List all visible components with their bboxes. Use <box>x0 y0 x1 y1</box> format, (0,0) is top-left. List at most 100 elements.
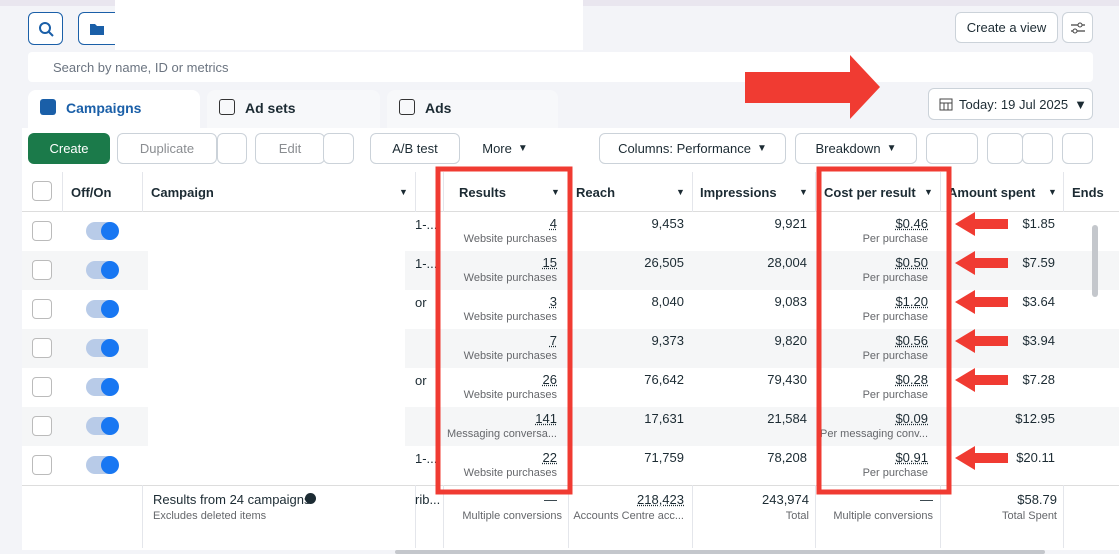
tab-icon <box>399 99 415 115</box>
cost-type: Per purchase <box>862 311 928 323</box>
icon-button[interactable] <box>926 133 978 164</box>
toggle-knob <box>101 417 119 435</box>
tab[interactable]: Campaigns <box>28 90 200 128</box>
results[interactable]: 15 <box>542 255 557 270</box>
summary: Results from 24 campaigns <box>153 492 311 507</box>
column-header[interactable]: Reach <box>576 185 616 200</box>
checkbox[interactable] <box>32 221 52 241</box>
cost-per-result[interactable]: $0.91 <box>895 450 928 465</box>
cost-per-result[interactable]: $0.56 <box>895 333 928 348</box>
icon-button[interactable] <box>1062 133 1093 164</box>
result-type: Website purchases <box>463 311 557 323</box>
label: Breakdown <box>815 141 881 156</box>
red-arrow-left <box>955 329 1008 353</box>
create-view-button[interactable]: Create a view <box>955 12 1058 43</box>
impressions: 28,004 <box>767 255 807 270</box>
amount-spent: $7.28 <box>1022 372 1055 387</box>
red-arrow-left <box>955 251 1008 275</box>
impressions: 79,430 <box>767 372 807 387</box>
result-type: Website purchases <box>463 272 557 284</box>
checkbox[interactable] <box>32 260 52 280</box>
footer-reach-type: Accounts Centre acc... <box>573 510 684 522</box>
cost-per-result[interactable]: $0.09 <box>895 411 928 426</box>
calendar-icon <box>939 98 953 111</box>
action-button[interactable]: A/B test <box>370 133 460 164</box>
search-icon <box>38 21 54 37</box>
red-arrow-left <box>955 212 1008 236</box>
toggle-knob <box>101 222 119 240</box>
checkbox[interactable] <box>32 455 52 475</box>
sort-caret: ▼ <box>551 187 560 197</box>
footer-reach: 218,423 <box>637 492 684 507</box>
cost-per-result[interactable]: $0.50 <box>895 255 928 270</box>
action-button[interactable]: Columns: Performance ▼ <box>599 133 786 164</box>
tab-icon <box>219 99 235 115</box>
reach: 9,373 <box>651 333 684 348</box>
icon-button[interactable] <box>1022 133 1053 164</box>
action-button[interactable]: Duplicate <box>117 133 217 164</box>
footer-spent-type: Total Spent <box>1001 510 1057 522</box>
column-header[interactable]: Impressions <box>700 185 777 200</box>
cost-per-result[interactable]: $1.20 <box>895 294 928 309</box>
results[interactable]: 4 <box>549 216 557 231</box>
checkbox[interactable] <box>32 416 52 436</box>
cost-per-result[interactable]: $0.46 <box>895 216 928 231</box>
action-button[interactable]: Breakdown ▼ <box>795 133 917 164</box>
icon-button[interactable] <box>987 133 1023 164</box>
column-header[interactable]: Cost per result <box>824 185 916 200</box>
cost-per-result[interactable]: $0.28 <box>895 372 928 387</box>
icon-button[interactable] <box>217 133 247 164</box>
scrollbar-h <box>395 550 1045 554</box>
impressions: 9,820 <box>774 333 807 348</box>
footer-spent: $58.79 <box>1017 492 1057 507</box>
results[interactable]: 22 <box>542 450 557 465</box>
column-divider <box>443 485 444 548</box>
clipped-text: 1-... <box>415 217 438 232</box>
icon-button[interactable] <box>323 133 354 164</box>
amount-spent: $3.94 <box>1022 333 1055 348</box>
toggle-knob <box>101 300 119 318</box>
scrollbar <box>1092 225 1098 297</box>
checkbox[interactable] <box>32 338 52 358</box>
checkbox[interactable] <box>32 299 52 319</box>
results[interactable]: 3 <box>549 294 557 309</box>
column-header[interactable]: Campaign <box>151 185 214 200</box>
date-picker[interactable]: Today: 19 Jul 2025 ▼ <box>928 88 1093 120</box>
column-header[interactable]: Amount spent <box>948 185 1036 200</box>
amount-spent: $1.85 <box>1022 216 1055 231</box>
label: Create a view <box>966 20 1047 35</box>
action-button[interactable]: Create <box>28 133 110 164</box>
column-divider <box>142 485 143 548</box>
checkbox[interactable] <box>32 377 52 397</box>
column-header[interactable]: Off/On <box>71 185 112 200</box>
results[interactable]: 26 <box>542 372 557 387</box>
search-button[interactable] <box>28 12 63 45</box>
action-button[interactable]: More ▼ <box>470 133 540 164</box>
column-header[interactable]: Results <box>459 185 506 200</box>
results[interactable]: 7 <box>549 333 557 348</box>
column-divider <box>1063 485 1064 548</box>
settings-button[interactable] <box>1062 12 1093 43</box>
footer-impressions-type: Total <box>785 510 809 522</box>
column-header[interactable]: Ends <box>1072 185 1104 200</box>
action-button[interactable]: Edit <box>255 133 325 164</box>
caret: ▼ <box>1074 96 1088 112</box>
search-input[interactable]: Search by name, ID or metrics <box>28 52 1093 82</box>
reach: 8,040 <box>651 294 684 309</box>
toggle-knob <box>101 378 119 396</box>
red-arrow-left <box>955 368 1008 392</box>
checkbox[interactable] <box>32 181 52 201</box>
label: Duplicate <box>139 141 195 156</box>
redaction <box>148 215 405 483</box>
cost-type: Per purchase <box>862 467 928 479</box>
tab[interactable]: Ads <box>387 90 558 128</box>
highlight-results <box>435 166 573 495</box>
cost-type: Per purchase <box>862 350 928 362</box>
results[interactable]: 141 <box>535 411 557 426</box>
tab-label: Campaigns <box>66 100 142 116</box>
tab[interactable]: Ad sets <box>207 90 380 128</box>
footer-cost: — <box>920 492 933 507</box>
sort-caret: ▼ <box>399 187 408 197</box>
